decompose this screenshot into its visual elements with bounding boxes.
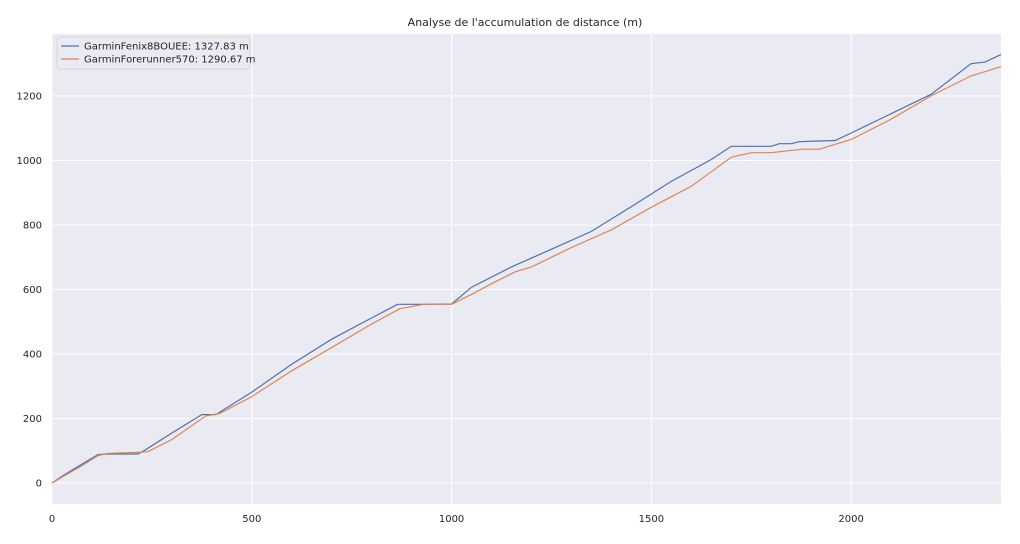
series-line-2 — [51, 66, 1002, 484]
y-tick-label: 200 — [23, 414, 42, 425]
y-tick-label: 400 — [23, 350, 42, 361]
grid-lines — [51, 34, 1001, 504]
x-tick-label: 1500 — [639, 514, 664, 525]
legend-label-1: GarminFenix8BOUEE: 1327.83 m — [84, 42, 249, 53]
legend: GarminFenix8BOUEE: 1327.83 m GarminForeru… — [56, 36, 256, 70]
y-tick-label: 1000 — [17, 156, 42, 167]
series-lines — [51, 54, 1002, 484]
x-tick-label: 500 — [242, 514, 261, 525]
chart-title: Analyse de l'accumulation de distance (m… — [408, 16, 643, 29]
y-tick-label: 1200 — [17, 91, 42, 102]
y-tick-label: 800 — [23, 220, 42, 231]
x-tick-label: 0 — [49, 514, 55, 525]
x-tick-label: 2000 — [838, 514, 863, 525]
y-tick-label: 0 — [36, 479, 42, 490]
tick-labels: 0 500 1000 1500 2000 0 200 400 600 800 1000 1200 — [17, 91, 864, 525]
x-tick-label: 1000 — [439, 514, 464, 525]
y-tick-label: 600 — [23, 285, 42, 296]
series-line-1 — [51, 54, 1002, 484]
legend-box — [56, 36, 251, 70]
legend-label-2: GarminForerunner570: 1290.67 m — [84, 55, 256, 66]
